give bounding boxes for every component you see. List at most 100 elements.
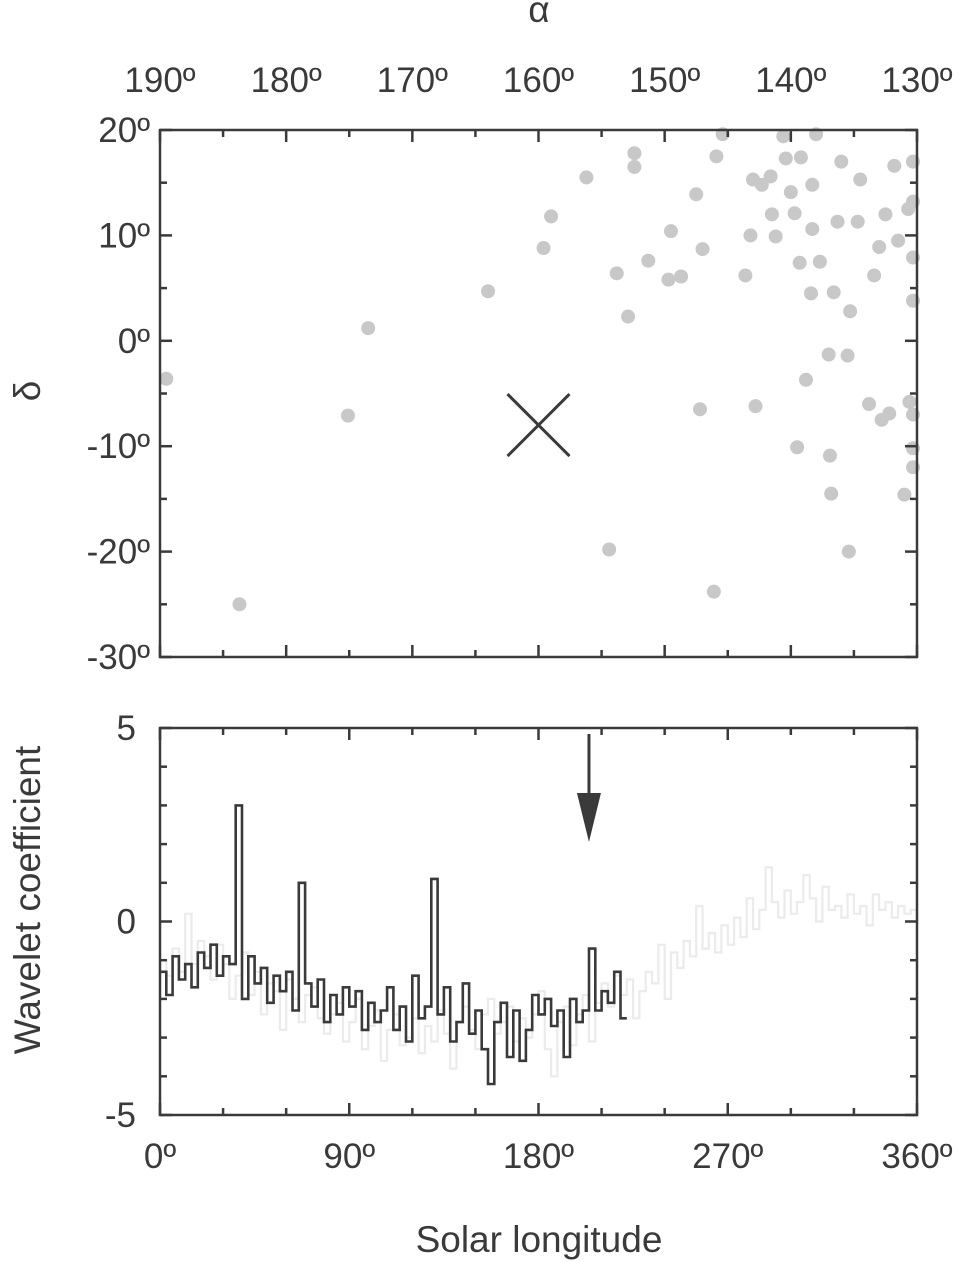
radiant-point xyxy=(834,154,849,169)
delta-tick-labels: 20º 10º 0º -10º -20º -30º xyxy=(87,111,151,677)
radiant-point xyxy=(793,150,808,165)
alpha-tick-label: 170º xyxy=(377,61,448,100)
alpha-tick-label: 130º xyxy=(881,61,952,100)
radiant-point xyxy=(602,542,617,557)
radiant-point xyxy=(822,448,837,463)
radiant-cross-marker xyxy=(506,393,571,458)
wavelet-tick-labels: 5 0 -5 xyxy=(105,709,136,1135)
radiant-point xyxy=(340,408,355,423)
radiant-point xyxy=(706,584,721,599)
radiant-point xyxy=(902,394,917,409)
radiant-point xyxy=(481,284,496,299)
radiant-point xyxy=(544,209,559,224)
radiant-point xyxy=(609,266,624,281)
radiant-point xyxy=(804,286,819,301)
solar-longitude-tick-label: 0º xyxy=(144,1137,176,1176)
radiant-point xyxy=(778,151,793,166)
wavelet-panel: Solar longitude Wavelet coefficient 0º 90… xyxy=(7,709,953,1260)
radiant-point xyxy=(790,440,805,455)
radiant-point xyxy=(878,207,893,222)
delta-tick-label: 20º xyxy=(98,111,150,150)
bottom-panel-ticks xyxy=(158,726,919,1117)
alpha-tick-label: 180º xyxy=(251,61,322,100)
radiant-scatter-panel: α δ 190º 180º 170º 160º 150º 140º 130º 20º 10º 0… xyxy=(7,0,953,677)
solar-longitude-tick-label: 270º xyxy=(692,1137,763,1176)
radiant-point xyxy=(840,348,855,363)
wavelet-series-line xyxy=(160,866,919,1078)
radiant-point xyxy=(692,402,707,417)
solar-longitude-axis-title: Solar longitude xyxy=(416,1219,663,1260)
radiant-point xyxy=(841,544,856,559)
bottom-panel-frame xyxy=(158,726,919,1117)
radiant-point xyxy=(830,214,845,229)
radiant-point xyxy=(862,397,877,412)
alpha-tick-labels: 190º 180º 170º 160º 150º 140º 130º xyxy=(124,61,952,100)
radiant-point xyxy=(627,159,642,174)
radiant-point xyxy=(641,253,656,268)
radiant-point xyxy=(743,228,758,243)
radiant-point xyxy=(689,187,704,202)
radiant-point xyxy=(661,272,676,287)
radiant-point xyxy=(882,406,897,421)
radiant-point xyxy=(787,206,802,221)
delta-tick-label: 0º xyxy=(118,322,150,361)
meteor-radiant-points xyxy=(159,127,920,612)
radiant-point xyxy=(897,487,912,502)
wavelet-tick-label: -5 xyxy=(105,1096,136,1135)
radiant-point xyxy=(792,255,807,270)
radiant-point xyxy=(695,242,710,257)
top-panel-ticks xyxy=(158,128,919,659)
radiant-cross-stroke xyxy=(506,393,571,458)
radiant-point xyxy=(853,172,868,187)
radiant-point xyxy=(768,229,783,244)
radiant-point xyxy=(812,254,827,269)
radiant-point xyxy=(798,372,813,387)
radiant-point xyxy=(663,224,678,239)
radiant-point xyxy=(754,177,769,192)
wavelet-series xyxy=(160,804,919,1086)
radiant-point xyxy=(843,304,858,319)
radiant-point xyxy=(821,347,836,362)
radiant-point xyxy=(748,399,763,414)
arrow-head xyxy=(576,793,601,842)
radiant-point xyxy=(891,233,906,248)
radiant-point xyxy=(826,285,841,300)
radiant-point xyxy=(579,170,594,185)
radiant-point xyxy=(627,146,642,161)
delta-axis-title: δ xyxy=(7,381,48,402)
radiant-point xyxy=(805,177,820,192)
radiant-point xyxy=(805,222,820,237)
radiant-point xyxy=(621,309,636,324)
radiant-point xyxy=(159,371,174,386)
radiant-point xyxy=(764,207,779,222)
radiant-point xyxy=(674,269,689,284)
radiant-point xyxy=(536,241,551,256)
alpha-axis-title: α xyxy=(528,0,549,30)
alpha-tick-label: 140º xyxy=(755,61,826,100)
solar-longitude-tick-label: 180º xyxy=(503,1137,574,1176)
alpha-tick-label: 150º xyxy=(629,61,700,100)
radiant-point xyxy=(872,239,887,254)
radiant-point xyxy=(763,169,778,184)
radiant-point xyxy=(867,268,882,283)
delta-tick-label: 10º xyxy=(98,216,150,255)
wavelet-tick-label: 5 xyxy=(117,709,136,748)
alpha-tick-label: 190º xyxy=(124,61,195,100)
top-panel-frame xyxy=(158,128,919,659)
wavelet-tick-label: 0 xyxy=(117,903,136,942)
delta-tick-label: -10º xyxy=(87,427,151,466)
radiant-point xyxy=(709,149,724,164)
radiant-point xyxy=(738,268,753,283)
wavelet-series-line xyxy=(160,804,627,1086)
radiant-point xyxy=(824,486,839,501)
activity-arrow-icon xyxy=(576,734,601,842)
radiant-point xyxy=(776,129,791,144)
radiant-point xyxy=(232,597,247,612)
solar-longitude-tick-labels: 0º 90º 180º 270º 360º xyxy=(144,1137,953,1176)
radiant-point xyxy=(361,321,376,336)
wavelet-coefficient-axis-title: Wavelet coefficient xyxy=(7,745,48,1054)
delta-tick-label: -30º xyxy=(87,638,151,677)
radiant-point xyxy=(850,214,865,229)
solar-longitude-tick-label: 90º xyxy=(323,1137,375,1176)
